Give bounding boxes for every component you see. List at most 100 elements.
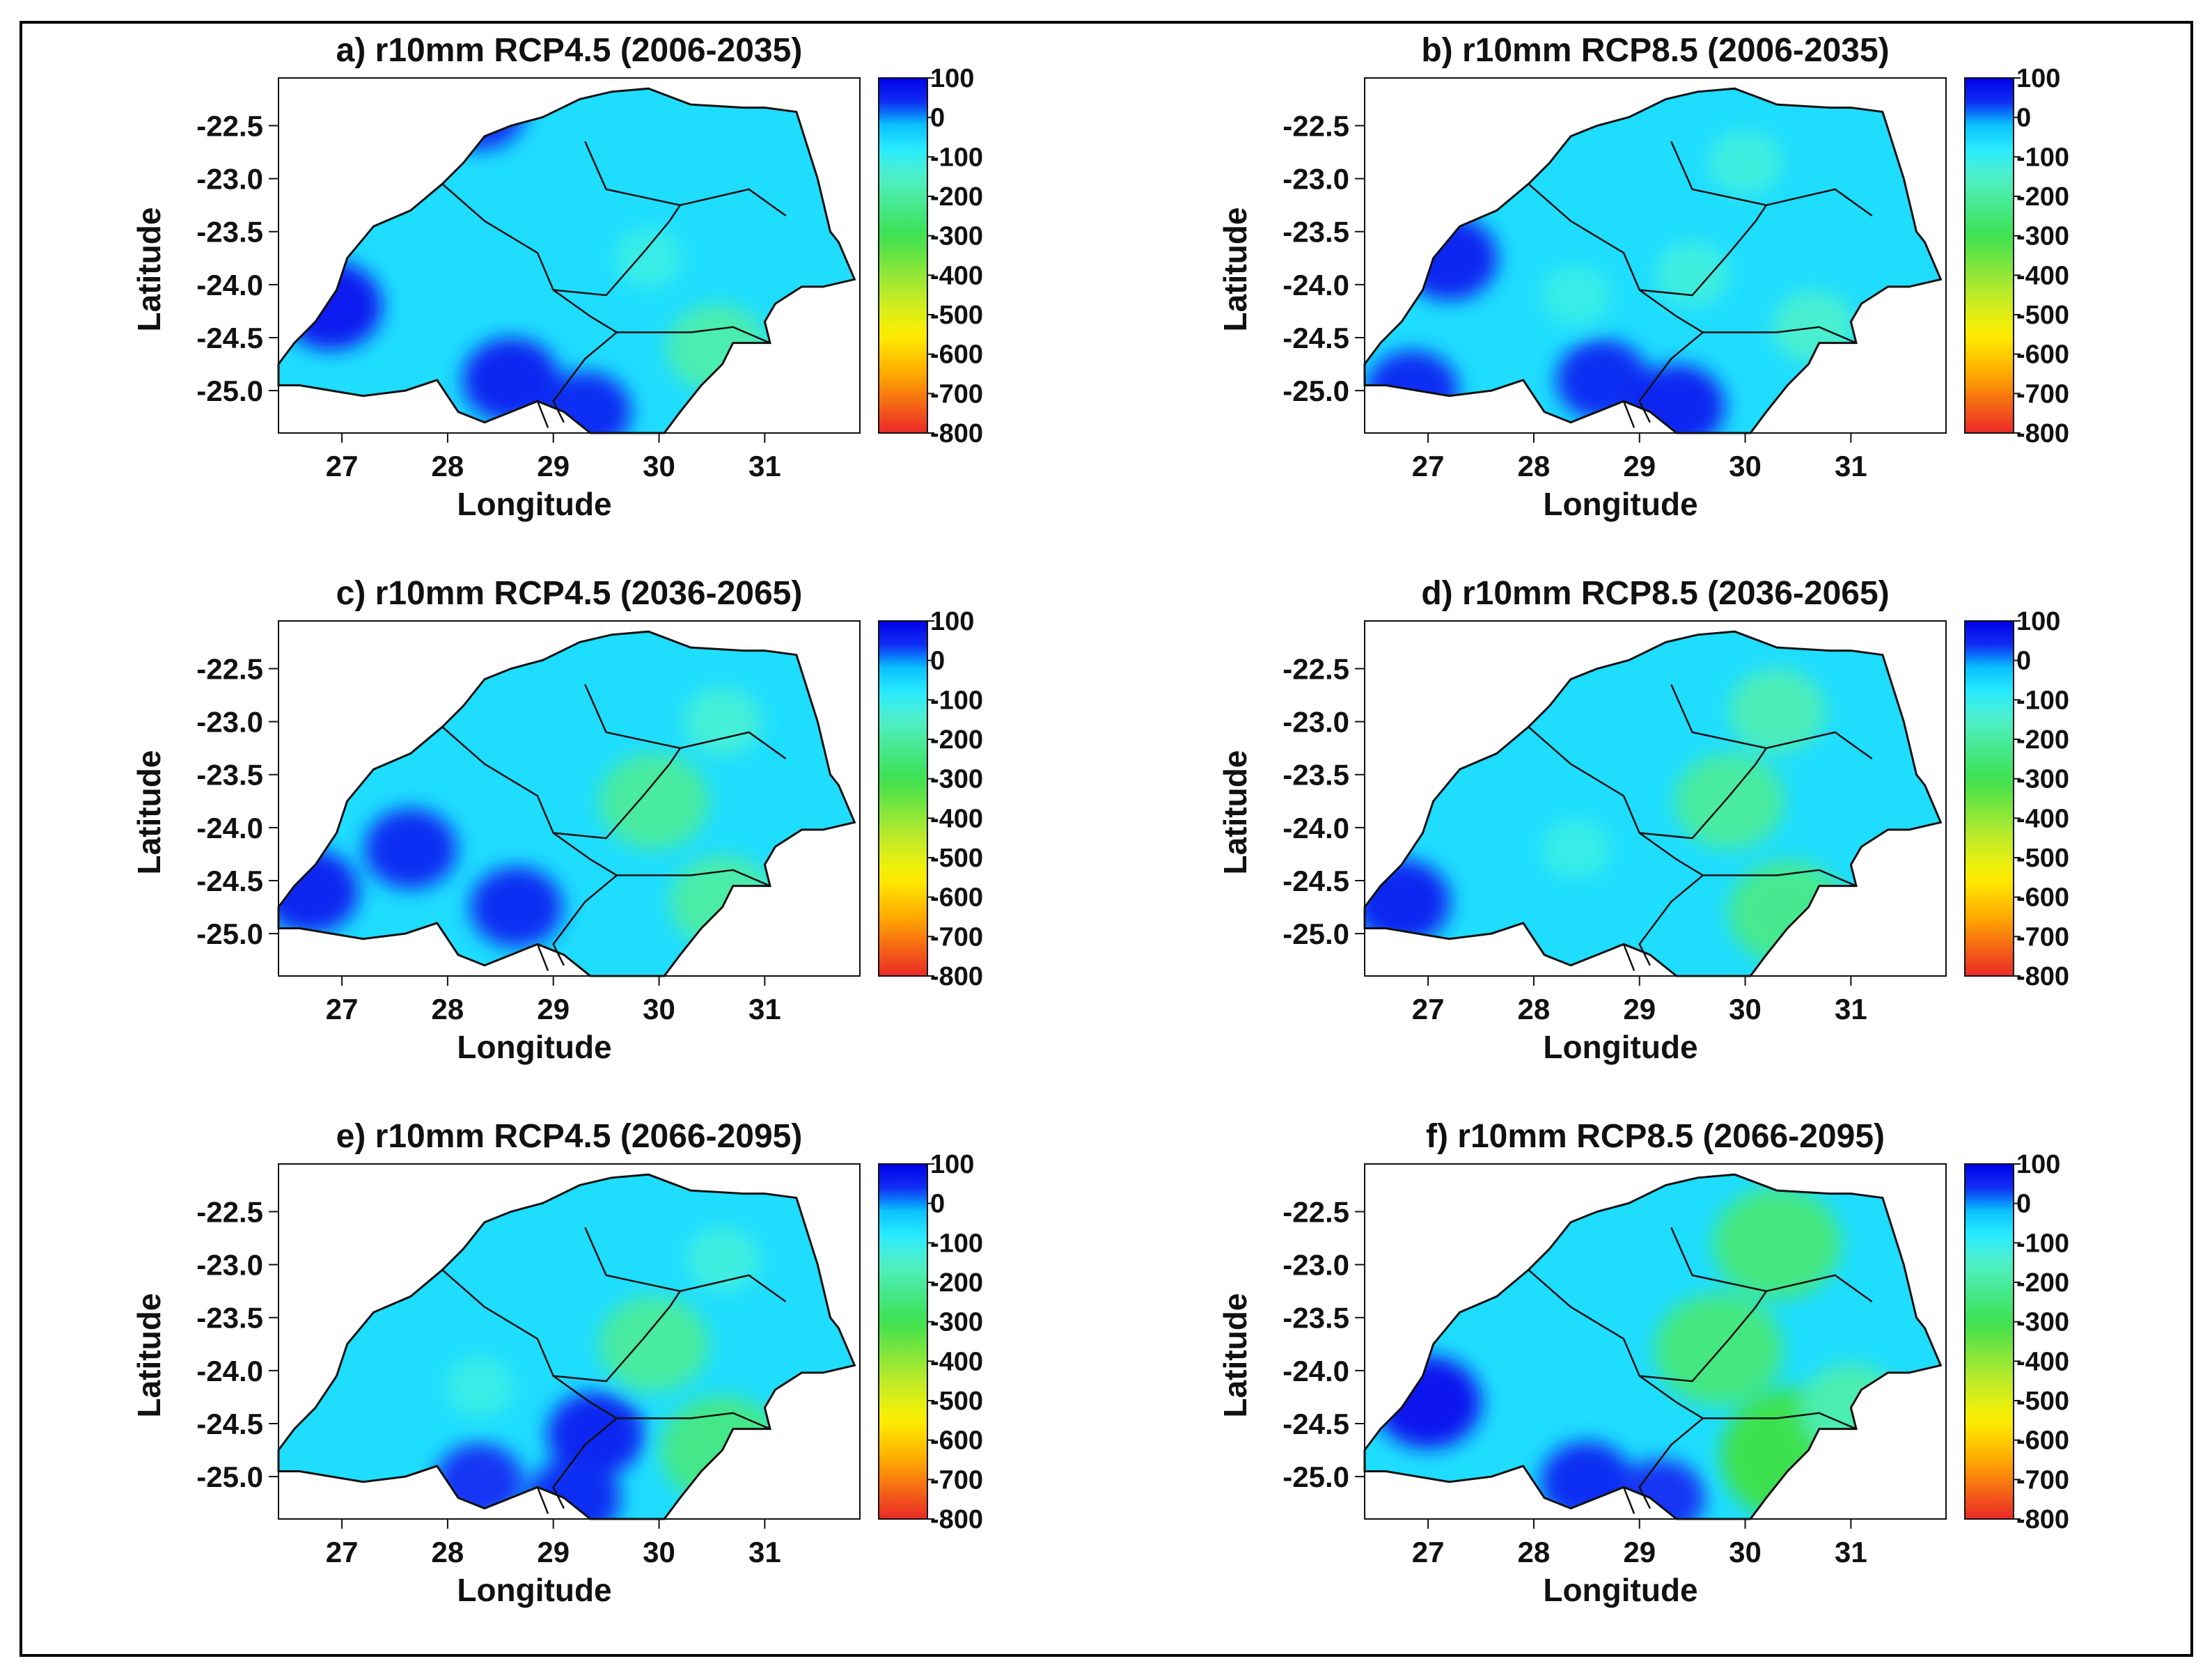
colorbar — [878, 77, 928, 434]
colorbar-tick-label: -400 — [2016, 261, 2069, 290]
x-axis-label: Longitude — [457, 1029, 611, 1065]
x-tick-label: 27 — [1412, 450, 1445, 482]
y-axis-label: Latitude — [131, 1293, 167, 1418]
y-tick-label: -25.0 — [196, 1461, 263, 1493]
x-tick-label: 27 — [1412, 1536, 1445, 1568]
y-axis-label: Latitude — [1217, 207, 1253, 332]
colorbar-tick-label: -200 — [930, 725, 983, 755]
x-tick-label: 28 — [1518, 993, 1551, 1025]
district-border — [441, 726, 618, 876]
map-chart-svg: a) r10mm RCP4.5 (2006-2035) 27 28 29 30 31 -22… — [131, 32, 983, 522]
anomaly-layer — [1365, 668, 1848, 965]
colorbar-tick-label: -700 — [2016, 379, 2069, 409]
district-border — [1702, 869, 1857, 887]
y-tick-label: -23.5 — [1283, 1302, 1349, 1334]
district-border — [553, 205, 681, 297]
anomaly-patch — [444, 1355, 515, 1417]
colorbar-tick-label: -600 — [930, 1426, 983, 1456]
colorbar-tick-label: 100 — [930, 607, 974, 636]
map-chart-svg: f) r10mm RCP8.5 (2066-2095) 27 28 29 30 31 -22… — [1217, 1118, 2069, 1608]
y-tick-label: -22.5 — [196, 1196, 263, 1229]
colorbar-tick-label: -200 — [930, 182, 983, 212]
y-tick-label: -23.0 — [1283, 163, 1349, 196]
colorbar-tick-label: -100 — [2016, 686, 2069, 715]
y-tick-label: -22.5 — [1283, 653, 1349, 686]
colorbar-tick-label: -800 — [2016, 962, 2069, 991]
anomaly-patch — [598, 1296, 709, 1393]
x-tick-label: 31 — [748, 993, 781, 1025]
colorbar-tick-label: -100 — [2016, 1229, 2069, 1258]
anomaly-patch — [469, 867, 563, 948]
district-border — [553, 1291, 681, 1383]
y-tick-label: -24.5 — [1283, 1408, 1349, 1440]
district-border — [1622, 400, 1636, 428]
x-tick-label: 29 — [1623, 993, 1656, 1025]
anomaly-patch — [1555, 339, 1649, 420]
panel-title: d) r10mm RCP8.5 (2036-2065) — [1421, 575, 1889, 612]
anomaly-patch — [682, 687, 762, 757]
y-tick-label: -24.0 — [1283, 269, 1349, 301]
colorbar-tick-label: -700 — [930, 922, 983, 952]
x-tick-label: 28 — [1518, 1536, 1551, 1568]
anomaly-patch — [684, 1227, 760, 1292]
district-border — [1638, 331, 1704, 423]
colorbar-tick-label: -600 — [930, 340, 983, 370]
x-tick-label: 27 — [326, 450, 359, 482]
district-border — [616, 326, 771, 344]
map-panel: d) r10mm RCP8.5 (2036-2065) 27 28 29 30 31 -22… — [1117, 564, 2204, 1107]
colorbar-tick-label: -100 — [2016, 143, 2069, 172]
y-tick-label: -25.0 — [1283, 375, 1349, 407]
y-tick-label: -24.0 — [196, 812, 263, 844]
district-border — [536, 943, 549, 971]
district-border — [1639, 205, 1767, 297]
region-outline — [1363, 87, 1943, 434]
x-tick-label: 29 — [1623, 1536, 1656, 1568]
x-tick-label: 31 — [748, 450, 781, 482]
anomaly-patch — [598, 753, 709, 850]
anomaly-patch — [1541, 818, 1612, 880]
panel-title: f) r10mm RCP8.5 (2066-2095) — [1426, 1118, 1885, 1155]
district-border — [1638, 1417, 1704, 1509]
x-tick-label: 27 — [326, 993, 359, 1025]
panel-title: e) r10mm RCP4.5 (2066-2095) — [336, 1118, 803, 1155]
colorbar-tick-label: -500 — [930, 301, 983, 330]
y-tick-label: -22.5 — [1283, 110, 1349, 143]
anomaly-patch — [613, 227, 684, 289]
x-tick-label: 28 — [432, 1536, 464, 1568]
y-axis-label: Latitude — [1217, 750, 1253, 875]
colorbar-tick-label: -600 — [2016, 340, 2069, 370]
district-border — [536, 400, 549, 428]
panel-title: b) r10mm RCP8.5 (2006-2035) — [1421, 32, 1889, 69]
y-tick-label: -24.0 — [1283, 812, 1349, 844]
y-tick-label: -22.5 — [196, 653, 263, 686]
anomaly-patch — [547, 1392, 645, 1477]
y-tick-label: -25.0 — [1283, 918, 1349, 950]
colorbar-tick-label: 0 — [2016, 647, 2031, 676]
colorbar — [878, 620, 928, 977]
district-border — [1528, 1269, 1704, 1419]
district-border — [584, 684, 787, 759]
colorbar-tick-label: 100 — [930, 1150, 974, 1179]
y-axis-label: Latitude — [131, 750, 167, 875]
colorbar-tick-label: -400 — [930, 261, 983, 290]
anomaly-patch — [1654, 241, 1730, 307]
colorbar-tick-label: 100 — [2016, 1150, 2060, 1179]
y-tick-label: -25.0 — [196, 918, 263, 950]
district-border — [616, 869, 771, 887]
anomaly-patch — [1707, 129, 1783, 196]
colorbar-tick-label: 0 — [2016, 104, 2031, 133]
region-outline — [1363, 1173, 1943, 1520]
y-tick-label: -23.0 — [1283, 1249, 1349, 1282]
map-panel: b) r10mm RCP8.5 (2006-2035) 27 28 29 30 31 -22… — [1117, 21, 2204, 564]
district-border — [1528, 183, 1704, 333]
y-axis-label: Latitude — [131, 207, 167, 332]
district-border — [536, 1486, 549, 1514]
colorbar-tick-label: 100 — [2016, 64, 2060, 93]
colorbar-tick-label: -200 — [2016, 1268, 2069, 1298]
district-border — [441, 1269, 618, 1419]
y-tick-label: -22.5 — [1283, 1196, 1349, 1229]
district-border — [1622, 943, 1636, 971]
colorbar-tick-label: -600 — [2016, 883, 2069, 913]
x-tick-label: 31 — [1835, 1536, 1867, 1568]
region-outline — [277, 1173, 856, 1520]
